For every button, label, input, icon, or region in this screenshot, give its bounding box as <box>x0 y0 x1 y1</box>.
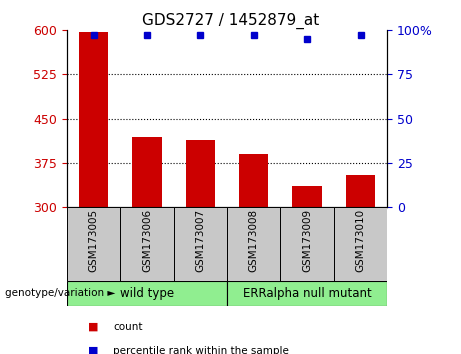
Bar <box>67 207 120 281</box>
Text: count: count <box>113 322 142 332</box>
Bar <box>280 207 334 281</box>
Bar <box>334 207 387 281</box>
Text: GSM173008: GSM173008 <box>249 209 259 273</box>
Bar <box>292 187 322 207</box>
Bar <box>227 281 387 306</box>
Bar <box>132 137 162 207</box>
Bar <box>227 207 280 281</box>
Text: ■: ■ <box>88 346 98 354</box>
Bar <box>239 154 268 207</box>
Bar <box>346 175 375 207</box>
Text: percentile rank within the sample: percentile rank within the sample <box>113 346 289 354</box>
Text: GSM173005: GSM173005 <box>89 209 99 273</box>
Text: GSM173010: GSM173010 <box>355 209 366 273</box>
Text: ERRalpha null mutant: ERRalpha null mutant <box>243 287 372 300</box>
Bar <box>174 207 227 281</box>
Text: genotype/variation ►: genotype/variation ► <box>5 289 115 298</box>
Text: GSM173007: GSM173007 <box>195 209 205 273</box>
Bar <box>67 281 227 306</box>
Text: GSM173009: GSM173009 <box>302 209 312 273</box>
Bar <box>79 32 108 207</box>
Text: GSM173006: GSM173006 <box>142 209 152 273</box>
Bar <box>186 141 215 207</box>
Bar <box>120 207 174 281</box>
Text: wild type: wild type <box>120 287 174 300</box>
Text: ■: ■ <box>88 322 98 332</box>
Text: GDS2727 / 1452879_at: GDS2727 / 1452879_at <box>142 12 319 29</box>
